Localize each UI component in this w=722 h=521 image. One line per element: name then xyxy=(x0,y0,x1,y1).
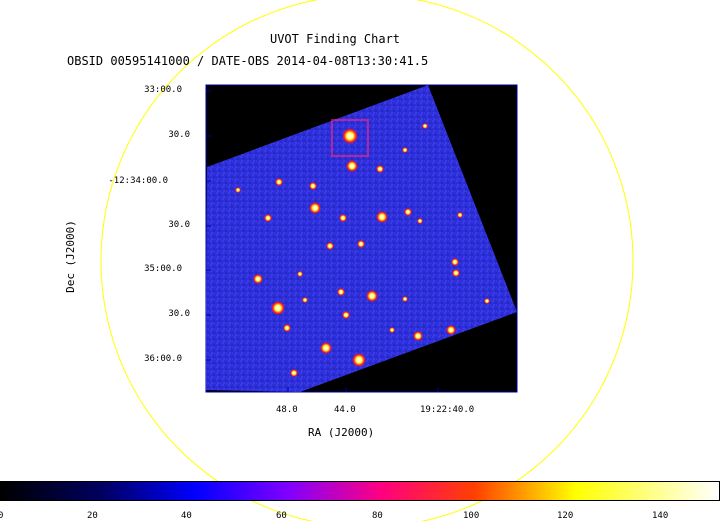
star-source xyxy=(320,342,332,354)
x-tick-label: 48.0 xyxy=(276,405,298,415)
star-source xyxy=(376,165,384,173)
y-tick-label: 35:00.0 xyxy=(144,264,182,274)
star-source xyxy=(309,202,321,214)
star-source xyxy=(402,147,408,153)
y-tick-label: 30.0 xyxy=(168,220,190,230)
star-source xyxy=(309,182,317,190)
star-source xyxy=(264,214,272,222)
star-source xyxy=(402,296,408,302)
colorbar-tick-label: 120 xyxy=(557,511,574,521)
y-tick-label: -12:34:00.0 xyxy=(108,176,168,186)
star-source xyxy=(271,301,285,315)
star-source xyxy=(389,327,395,333)
star-source xyxy=(302,297,308,303)
star-source xyxy=(352,353,366,367)
star-source xyxy=(339,214,347,222)
star-source xyxy=(337,288,345,296)
x-tick-label: 44.0 xyxy=(334,405,356,415)
bright-source-halo xyxy=(331,119,369,157)
colorbar-tick-label: 60 xyxy=(276,511,287,521)
star-source xyxy=(366,290,378,302)
star-source xyxy=(357,240,365,248)
star-source xyxy=(451,258,459,266)
x-tick-label: 19:22:40.0 xyxy=(420,405,475,415)
star-source xyxy=(404,208,412,216)
colorbar-tick-label: 80 xyxy=(372,511,383,521)
y-tick-label: 30.0 xyxy=(168,309,190,319)
star-source xyxy=(290,369,298,377)
star-source xyxy=(235,187,241,193)
chart-subtitle: OBSID 00595141000 / DATE-OBS 2014-04-08T… xyxy=(67,54,429,68)
y-axis-title: Dec (J2000) xyxy=(63,220,77,293)
colorbar-tick-label: 40 xyxy=(181,511,192,521)
colorbar-tick-label: 100 xyxy=(463,511,480,521)
star-source xyxy=(342,128,358,144)
region-circle xyxy=(100,0,634,521)
star-source xyxy=(342,311,350,319)
x-axis-title: RA (J2000) xyxy=(308,426,375,439)
colorbar xyxy=(0,481,720,501)
y-tick-label: 30.0 xyxy=(168,130,190,140)
star-source xyxy=(452,269,460,277)
star-source xyxy=(253,274,263,284)
y-tick-label: 33:00.0 xyxy=(144,85,182,95)
star-source xyxy=(446,325,456,335)
chart-title: UVOT Finding Chart xyxy=(269,32,401,46)
colorbar-tick-label: 20 xyxy=(87,511,98,521)
star-source xyxy=(417,218,423,224)
star-source xyxy=(422,123,428,129)
star-source xyxy=(457,212,463,218)
y-tick-label: 36:00.0 xyxy=(144,354,182,364)
star-source xyxy=(484,298,490,304)
colorbar-tick-label: 0 xyxy=(0,511,4,521)
star-source xyxy=(346,160,358,172)
star-source xyxy=(283,324,291,332)
star-source xyxy=(413,331,423,341)
colorbar-tick-label: 140 xyxy=(652,511,669,521)
star-source xyxy=(376,211,388,223)
star-source xyxy=(275,178,283,186)
exposure-field xyxy=(206,85,517,392)
star-source xyxy=(326,242,334,250)
star-source xyxy=(297,271,303,277)
